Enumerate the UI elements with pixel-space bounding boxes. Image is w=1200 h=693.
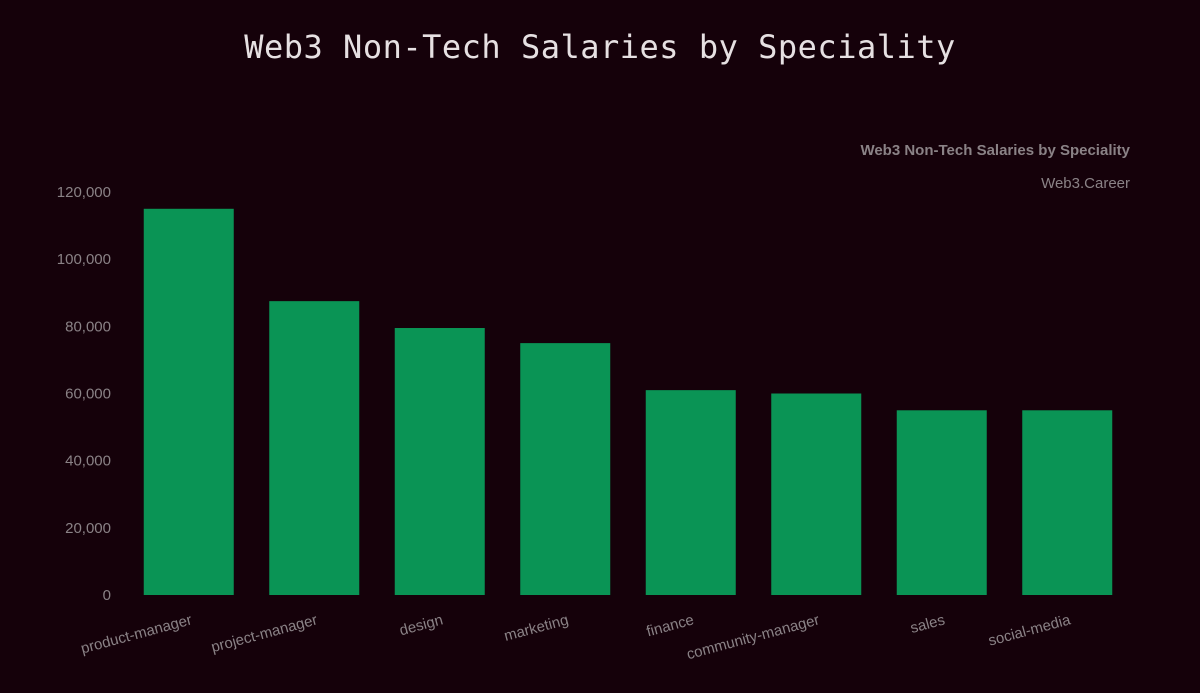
page-title: Web3 Non-Tech Salaries by Speciality	[244, 28, 956, 66]
bar-social-media	[1022, 410, 1113, 595]
bar-design	[394, 328, 485, 595]
x-tick-label: product-manager	[79, 611, 194, 657]
x-tick-label: design	[398, 611, 445, 639]
y-tick-label: 40,000	[65, 453, 111, 470]
y-tick-label: 0	[103, 587, 111, 604]
x-tick-label: sales	[909, 611, 947, 636]
chart-title: Web3 Non-Tech Salaries by Speciality	[860, 142, 1130, 159]
x-tick-label: finance	[645, 611, 696, 640]
bar-finance	[645, 390, 736, 595]
x-tick-label: community-manager	[685, 611, 821, 663]
bar-marketing	[520, 343, 611, 595]
x-tick-label: project-manager	[209, 611, 319, 656]
bar-community-manager	[771, 393, 862, 595]
bar-project-manager	[269, 301, 360, 595]
chart-subtitle: Web3.Career	[1041, 175, 1130, 192]
x-tick-label: marketing	[502, 611, 570, 644]
bar-sales	[896, 410, 987, 595]
y-tick-label: 100,000	[57, 251, 111, 268]
x-tick-label: social-media	[987, 611, 1073, 649]
bar-product-manager	[143, 208, 234, 595]
y-tick-label: 120,000	[57, 184, 111, 201]
y-tick-label: 20,000	[65, 520, 111, 537]
y-tick-label: 60,000	[65, 386, 111, 403]
y-tick-label: 80,000	[65, 318, 111, 335]
